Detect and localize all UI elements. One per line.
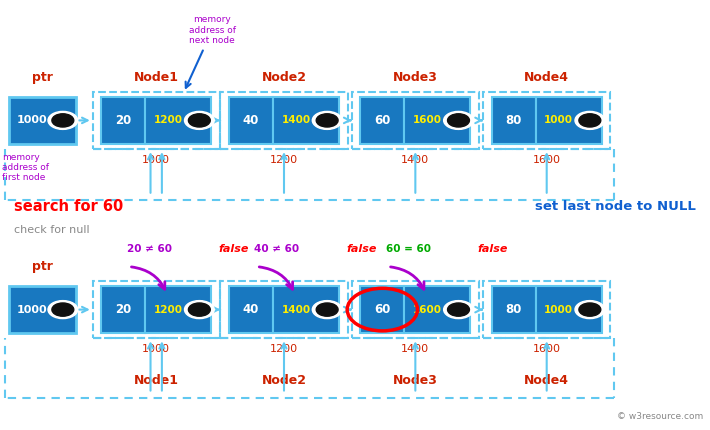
- Circle shape: [447, 114, 469, 127]
- Text: 1000: 1000: [545, 304, 573, 315]
- Text: 20: 20: [115, 114, 131, 127]
- Text: © w3resource.com: © w3resource.com: [617, 412, 703, 421]
- Circle shape: [575, 301, 605, 319]
- FancyBboxPatch shape: [361, 286, 404, 333]
- Text: 40: 40: [243, 114, 259, 127]
- Text: 60: 60: [374, 114, 391, 127]
- Text: 60: 60: [374, 303, 391, 316]
- Text: 80: 80: [506, 114, 522, 127]
- Text: 40 ≠ 60: 40 ≠ 60: [254, 244, 300, 254]
- Text: check for null: check for null: [14, 225, 90, 235]
- Text: memory
address of
first node: memory address of first node: [1, 153, 49, 182]
- Text: 20: 20: [115, 303, 131, 316]
- FancyBboxPatch shape: [229, 286, 273, 333]
- Circle shape: [185, 301, 214, 319]
- Text: 1200: 1200: [154, 115, 182, 126]
- Text: Node2: Node2: [261, 374, 307, 387]
- FancyBboxPatch shape: [229, 97, 273, 144]
- Text: 1000: 1000: [545, 115, 573, 126]
- Text: ptr: ptr: [32, 260, 53, 273]
- Text: search for 60: search for 60: [14, 199, 124, 214]
- Text: 1600: 1600: [532, 155, 561, 165]
- Text: 80: 80: [506, 303, 522, 316]
- Text: false: false: [477, 244, 508, 254]
- Text: 1400: 1400: [401, 344, 430, 354]
- Circle shape: [48, 301, 77, 319]
- Text: 1400: 1400: [282, 115, 311, 126]
- Text: ptr: ptr: [32, 71, 53, 84]
- Text: memory
address of
next node: memory address of next node: [185, 15, 236, 88]
- Text: 1400: 1400: [282, 304, 311, 315]
- FancyBboxPatch shape: [404, 97, 470, 144]
- Circle shape: [579, 114, 601, 127]
- Text: false: false: [219, 244, 248, 254]
- FancyBboxPatch shape: [102, 286, 146, 333]
- Circle shape: [52, 114, 74, 127]
- Text: 1400: 1400: [401, 155, 430, 165]
- Circle shape: [444, 301, 474, 319]
- Text: 60 = 60: 60 = 60: [386, 244, 431, 254]
- Circle shape: [447, 303, 469, 316]
- FancyBboxPatch shape: [273, 97, 339, 144]
- Text: 1200: 1200: [154, 304, 182, 315]
- Text: 1000: 1000: [17, 115, 48, 126]
- Circle shape: [579, 303, 601, 316]
- FancyBboxPatch shape: [146, 286, 212, 333]
- FancyBboxPatch shape: [102, 97, 146, 144]
- Text: Node4: Node4: [524, 71, 569, 84]
- Text: Node3: Node3: [393, 374, 438, 387]
- FancyBboxPatch shape: [9, 97, 77, 144]
- Text: Node4: Node4: [524, 374, 569, 387]
- FancyBboxPatch shape: [146, 97, 212, 144]
- Circle shape: [52, 303, 74, 316]
- Circle shape: [444, 111, 474, 129]
- Circle shape: [312, 301, 342, 319]
- Text: 1000: 1000: [17, 304, 48, 315]
- FancyBboxPatch shape: [535, 97, 601, 144]
- Circle shape: [316, 114, 338, 127]
- FancyBboxPatch shape: [491, 97, 535, 144]
- Text: Node1: Node1: [133, 71, 179, 84]
- Text: 1600: 1600: [413, 304, 442, 315]
- Circle shape: [316, 303, 338, 316]
- Text: 20 ≠ 60: 20 ≠ 60: [126, 244, 172, 254]
- Text: 1000: 1000: [142, 155, 170, 165]
- Text: 1200: 1200: [270, 155, 298, 165]
- Circle shape: [48, 111, 77, 129]
- Text: 1600: 1600: [413, 115, 442, 126]
- FancyBboxPatch shape: [491, 286, 535, 333]
- Circle shape: [188, 303, 210, 316]
- Text: Node2: Node2: [261, 71, 307, 84]
- FancyBboxPatch shape: [361, 97, 404, 144]
- FancyBboxPatch shape: [404, 286, 470, 333]
- Text: 1200: 1200: [270, 344, 298, 354]
- Text: false: false: [346, 244, 376, 254]
- FancyBboxPatch shape: [535, 286, 601, 333]
- Text: set last node to NULL: set last node to NULL: [535, 200, 696, 213]
- Text: Node3: Node3: [393, 71, 438, 84]
- Circle shape: [188, 114, 210, 127]
- Text: 40: 40: [243, 303, 259, 316]
- Circle shape: [312, 111, 342, 129]
- Text: Node1: Node1: [133, 374, 179, 387]
- Text: 1600: 1600: [532, 344, 561, 354]
- FancyBboxPatch shape: [273, 286, 339, 333]
- Circle shape: [575, 111, 605, 129]
- FancyBboxPatch shape: [9, 286, 77, 333]
- Circle shape: [185, 111, 214, 129]
- Text: 1000: 1000: [142, 344, 170, 354]
